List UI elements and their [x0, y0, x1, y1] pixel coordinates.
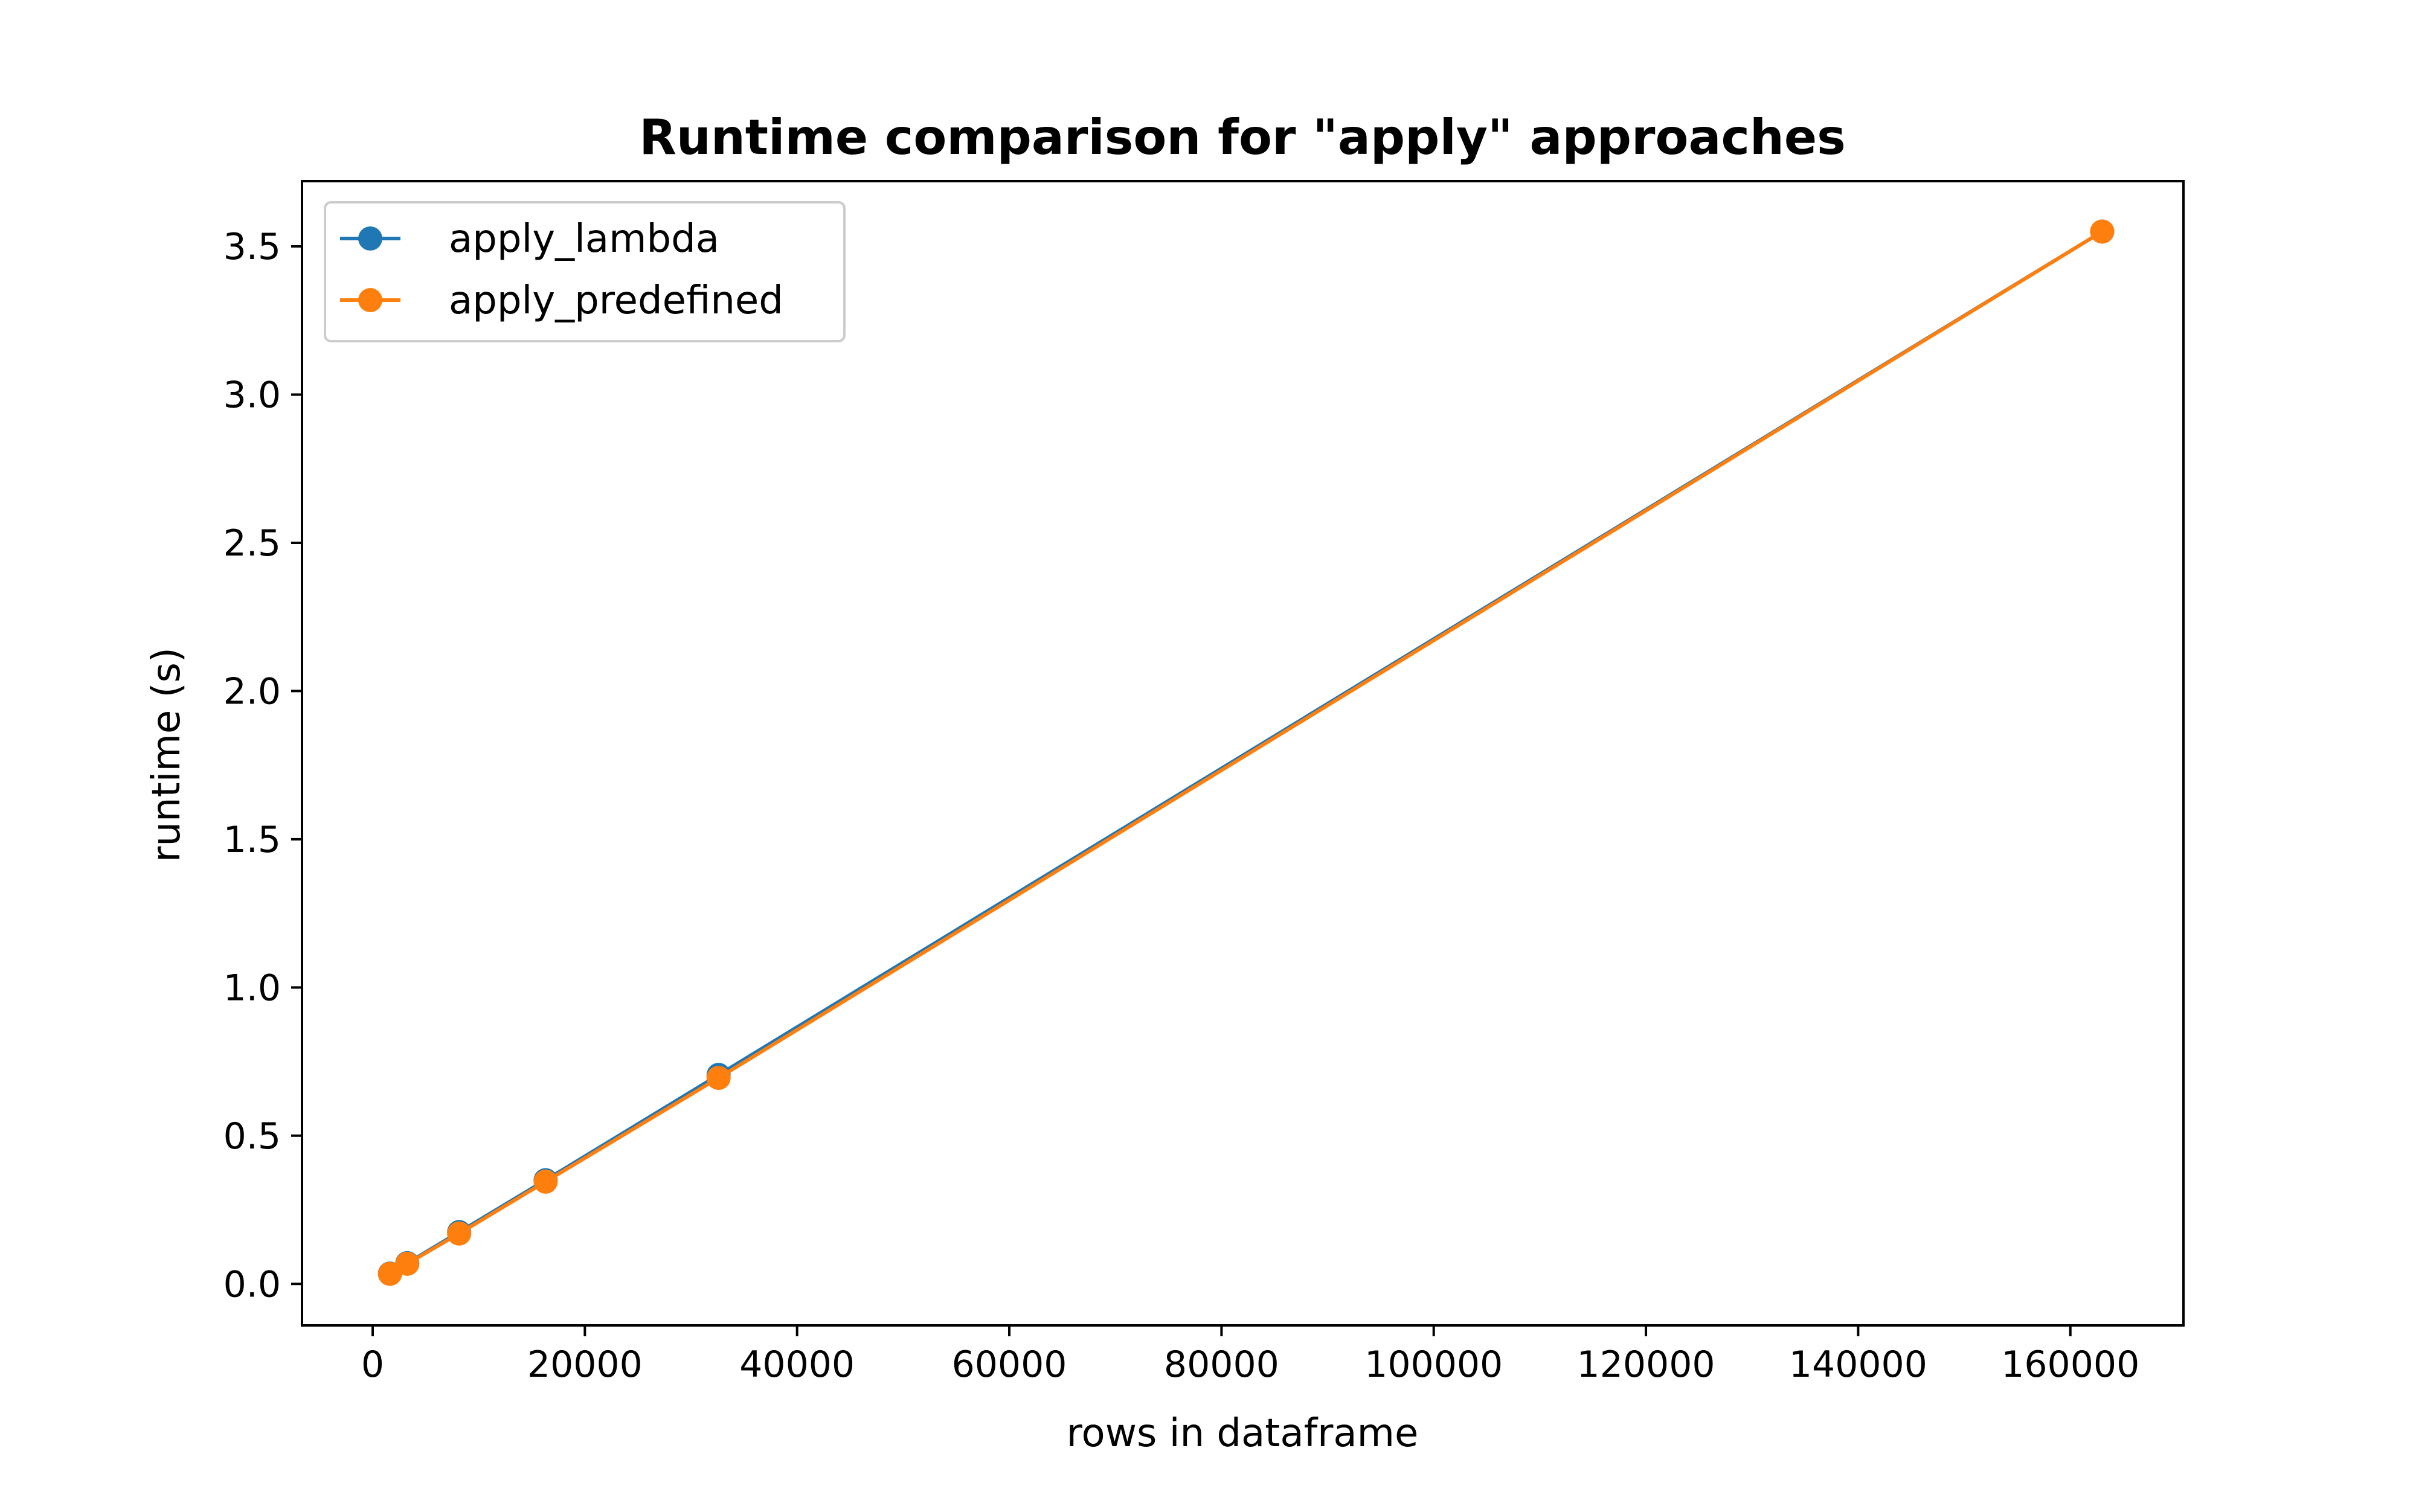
plot-area: 0 20000 40000 60000 80000 100000 120000 140000 1…: [223, 180, 2185, 1386]
data-point: [706, 1066, 731, 1091]
legend-item: apply_predefined: [340, 278, 783, 323]
x-tick-label: 140000: [1789, 1344, 1927, 1386]
x-tick-label: 60000: [952, 1344, 1067, 1386]
x-axis-label: rows in dataframe: [1067, 1411, 1419, 1456]
series-apply_predefined: [378, 219, 2115, 1286]
data-point: [2090, 219, 2115, 244]
data-point: [447, 1221, 472, 1246]
x-tick-label: 0: [361, 1344, 384, 1386]
data-point: [533, 1169, 558, 1194]
x-tick-label: 40000: [739, 1344, 855, 1386]
legend: apply_lambda apply_predefined: [324, 201, 846, 342]
y-tick-label: 3.5: [223, 226, 281, 268]
chart-title: Runtime comparison for "apply" approache…: [639, 109, 1845, 165]
y-axis-label: runtime (s): [144, 647, 189, 862]
y-tick-label: 2.0: [223, 670, 281, 713]
y-tick-label: 3.0: [223, 374, 281, 416]
x-tick-label: 120000: [1577, 1344, 1715, 1386]
y-tick-label: 1.0: [223, 967, 281, 1009]
y-tick-label: 1.5: [223, 819, 281, 861]
y-tick-label: 0.0: [223, 1263, 281, 1305]
x-tick-label: 20000: [527, 1344, 643, 1386]
data-point: [395, 1251, 420, 1276]
legend-label: apply_predefined: [449, 278, 783, 323]
legend-swatch-marker: [358, 288, 382, 312]
x-tick-label: 80000: [1164, 1344, 1279, 1386]
axes-frame: [301, 180, 2185, 1327]
y-tick-label: 2.5: [223, 522, 281, 565]
legend-label: apply_lambda: [449, 217, 719, 261]
legend-swatch-marker: [358, 226, 382, 251]
x-tick-label: 100000: [1364, 1344, 1503, 1386]
legend-frame: [324, 201, 846, 342]
legend-item: apply_lambda: [340, 217, 719, 261]
x-tick-label: 160000: [2001, 1344, 2139, 1386]
y-tick-label: 0.5: [223, 1115, 281, 1158]
